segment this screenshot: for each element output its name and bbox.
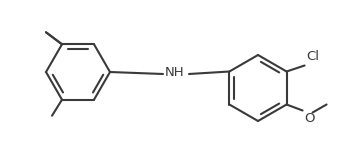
Text: NH: NH xyxy=(165,66,185,78)
Text: Cl: Cl xyxy=(307,50,320,64)
Text: O: O xyxy=(304,112,315,126)
